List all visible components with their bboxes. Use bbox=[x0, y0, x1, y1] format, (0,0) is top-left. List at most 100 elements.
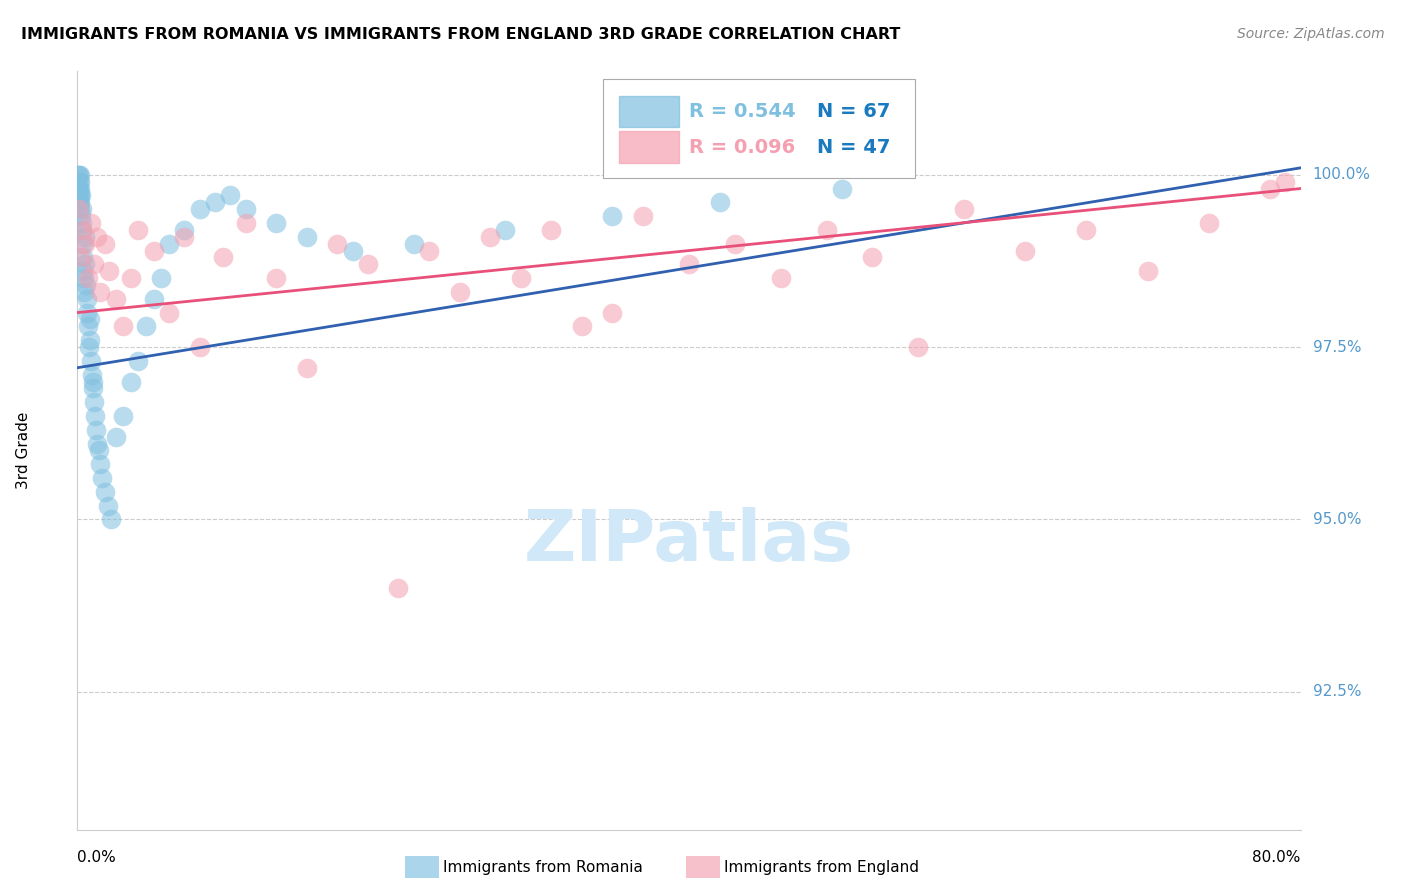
Point bbox=[264, 271, 287, 285]
Point bbox=[769, 271, 792, 285]
Point bbox=[70, 188, 93, 202]
Point bbox=[70, 223, 93, 237]
Point bbox=[70, 223, 93, 237]
Point bbox=[80, 216, 103, 230]
Text: 80.0%: 80.0% bbox=[1253, 850, 1301, 865]
Point bbox=[69, 202, 91, 217]
Point bbox=[75, 278, 97, 293]
Point bbox=[120, 271, 142, 285]
Point bbox=[112, 319, 135, 334]
Text: 95.0%: 95.0% bbox=[1313, 512, 1361, 527]
Point bbox=[540, 223, 562, 237]
Point bbox=[150, 271, 173, 285]
Point bbox=[69, 195, 91, 210]
Text: 100.0%: 100.0% bbox=[1313, 168, 1371, 182]
Point bbox=[264, 216, 287, 230]
Point bbox=[90, 471, 112, 485]
Point bbox=[235, 202, 257, 217]
Text: Immigrants from England: Immigrants from England bbox=[724, 860, 920, 874]
Point bbox=[120, 375, 142, 389]
Text: ZIPatlas: ZIPatlas bbox=[524, 507, 853, 576]
Text: Source: ZipAtlas.com: Source: ZipAtlas.com bbox=[1237, 27, 1385, 41]
Point bbox=[142, 292, 165, 306]
Point bbox=[69, 209, 91, 223]
Text: 92.5%: 92.5% bbox=[1313, 684, 1361, 699]
Point bbox=[724, 236, 747, 251]
Point bbox=[67, 181, 90, 195]
Point bbox=[295, 360, 318, 375]
Point bbox=[67, 181, 90, 195]
Point bbox=[112, 409, 135, 423]
Text: N = 67: N = 67 bbox=[817, 102, 891, 121]
Point bbox=[89, 285, 111, 299]
Point bbox=[188, 340, 211, 354]
Point bbox=[815, 223, 838, 237]
Point bbox=[1274, 175, 1296, 189]
Point bbox=[295, 229, 318, 244]
Point bbox=[70, 216, 93, 230]
Point bbox=[479, 229, 502, 244]
Point bbox=[862, 251, 884, 265]
Point bbox=[67, 168, 90, 182]
Point bbox=[326, 236, 349, 251]
Point bbox=[69, 188, 91, 202]
Point bbox=[1014, 244, 1036, 258]
Point bbox=[72, 264, 94, 278]
Point bbox=[1198, 216, 1220, 230]
Point bbox=[188, 202, 211, 217]
Point bbox=[831, 181, 853, 195]
Text: Immigrants from Romania: Immigrants from Romania bbox=[443, 860, 643, 874]
Point bbox=[67, 175, 90, 189]
Point bbox=[571, 319, 593, 334]
Point bbox=[104, 292, 127, 306]
Point bbox=[173, 223, 195, 237]
Point bbox=[1258, 181, 1281, 195]
Text: R = 0.544: R = 0.544 bbox=[689, 102, 796, 121]
Point bbox=[100, 512, 122, 526]
Point bbox=[69, 251, 91, 265]
Point bbox=[94, 484, 117, 499]
Point bbox=[82, 375, 104, 389]
Point bbox=[204, 195, 226, 210]
Point bbox=[67, 188, 90, 202]
Point bbox=[80, 368, 103, 382]
Point bbox=[127, 223, 149, 237]
Point bbox=[709, 195, 731, 210]
Point bbox=[77, 271, 100, 285]
Point bbox=[495, 223, 517, 237]
Point bbox=[69, 168, 91, 182]
Text: 97.5%: 97.5% bbox=[1313, 340, 1361, 354]
Point bbox=[94, 236, 117, 251]
Point bbox=[219, 188, 242, 202]
Point bbox=[211, 251, 233, 265]
Point bbox=[67, 195, 90, 210]
Point bbox=[69, 175, 91, 189]
Point bbox=[127, 354, 149, 368]
Text: 0.0%: 0.0% bbox=[77, 850, 117, 865]
Point bbox=[157, 236, 180, 251]
Point bbox=[1136, 264, 1159, 278]
FancyBboxPatch shape bbox=[603, 79, 915, 178]
Point bbox=[449, 285, 471, 299]
Point bbox=[173, 229, 195, 244]
Point bbox=[73, 236, 96, 251]
Point bbox=[79, 333, 101, 347]
Point bbox=[84, 423, 107, 437]
Point bbox=[602, 305, 624, 319]
Text: R = 0.096: R = 0.096 bbox=[689, 137, 796, 157]
Point bbox=[509, 271, 531, 285]
Point bbox=[357, 257, 380, 271]
Point bbox=[80, 354, 103, 368]
FancyBboxPatch shape bbox=[619, 95, 679, 128]
Point bbox=[631, 209, 654, 223]
Point bbox=[342, 244, 364, 258]
Point bbox=[84, 409, 107, 423]
Point bbox=[67, 202, 90, 217]
Point bbox=[77, 340, 100, 354]
Point bbox=[418, 244, 440, 258]
Point bbox=[73, 271, 96, 285]
Point bbox=[602, 209, 624, 223]
Point bbox=[83, 257, 105, 271]
Point bbox=[97, 499, 120, 513]
Point bbox=[82, 381, 104, 395]
